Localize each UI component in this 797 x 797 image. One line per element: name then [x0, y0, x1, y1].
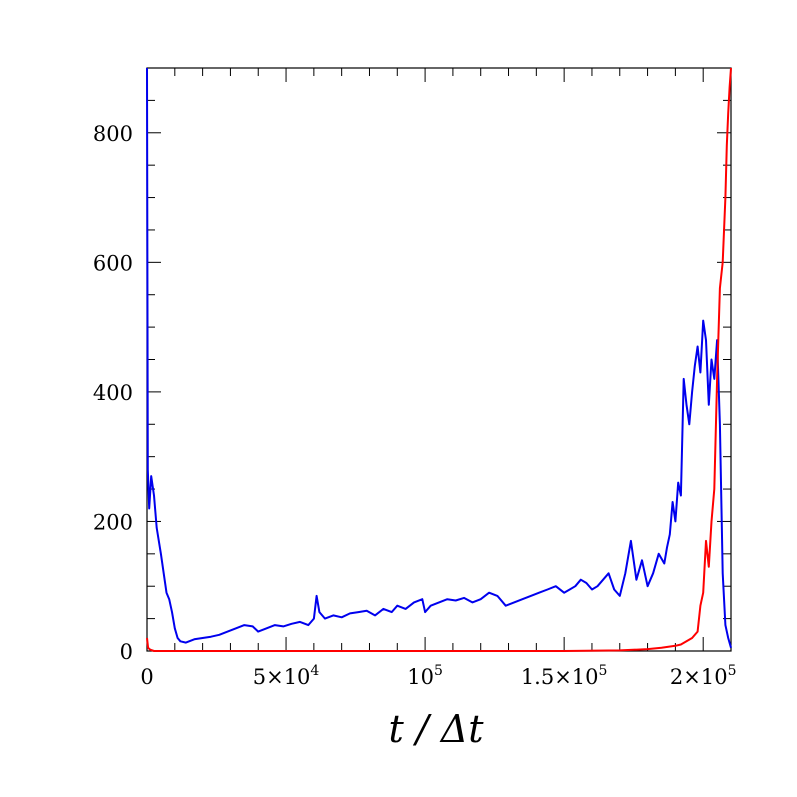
y-tick-label: 600	[93, 251, 133, 275]
y-tick-label: 200	[93, 510, 133, 534]
x-tick-label: 5×104	[253, 663, 320, 689]
x-tick-label: 1.5×105	[521, 663, 608, 689]
axis-ticks	[146, 67, 732, 652]
x-axis-title: t / Δt	[389, 707, 485, 751]
y-tick-label: 400	[93, 381, 133, 405]
series-line-2	[146, 67, 732, 652]
x-tick-label: 2×105	[670, 663, 737, 689]
y-tick-label: 0	[120, 640, 133, 664]
series-layer	[146, 67, 732, 652]
x-tick-label: 0	[140, 665, 153, 689]
series-line-1	[146, 67, 732, 649]
x-tick-label: 105	[407, 663, 443, 689]
y-tick-label: 800	[93, 122, 133, 146]
tick-labels: 0 200 400 600 800 0 5×104 105 1.5×105 2×105	[93, 122, 737, 689]
